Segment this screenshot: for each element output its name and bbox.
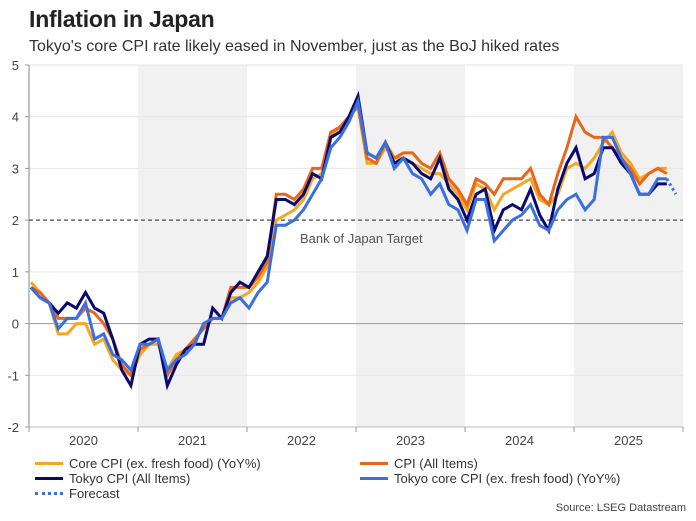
boj-target-label: Bank of Japan Target [300,231,423,246]
shaded-band-2025 [574,65,683,427]
axes: 5 4 3 2 1 0 -1 -2 2020 2021 2022 2023 2024 2025 [7,58,684,448]
x-tick-label: 2024 [505,433,534,448]
y-tick-label: -1 [7,368,19,383]
reference-line-group: Bank of Japan Target [29,219,683,246]
chart-title: Inflation in Japan [29,6,215,32]
y-tick-label: 1 [12,265,19,280]
y-tick-label: 3 [12,161,19,176]
chart-subtitle: Tokyo's core CPI rate likely eased in No… [29,38,560,55]
y-tick-label: 5 [12,58,19,73]
shaded-year-bands [138,65,683,427]
y-tick-label: 0 [12,317,19,332]
series-line-tokyo-cpi-all-items [29,90,667,391]
x-tick-label: 2022 [287,433,316,448]
source-note: Source: LSEG Datastream [555,502,686,514]
shaded-band-2021 [138,65,247,427]
x-tick-label: 2023 [396,433,425,448]
x-tick-label: 2025 [614,433,643,448]
y-tick-label: 2 [12,213,19,228]
shaded-band-2023 [356,65,465,427]
x-tick-label: 2020 [69,433,98,448]
y-tick-label: 4 [12,110,19,125]
series-lines [29,90,678,391]
series-line-tokyo-core-cpi-ex-fresh-food-yoy [29,96,667,374]
x-tick-label: 2021 [178,433,207,448]
y-tick-label: -2 [7,420,19,435]
